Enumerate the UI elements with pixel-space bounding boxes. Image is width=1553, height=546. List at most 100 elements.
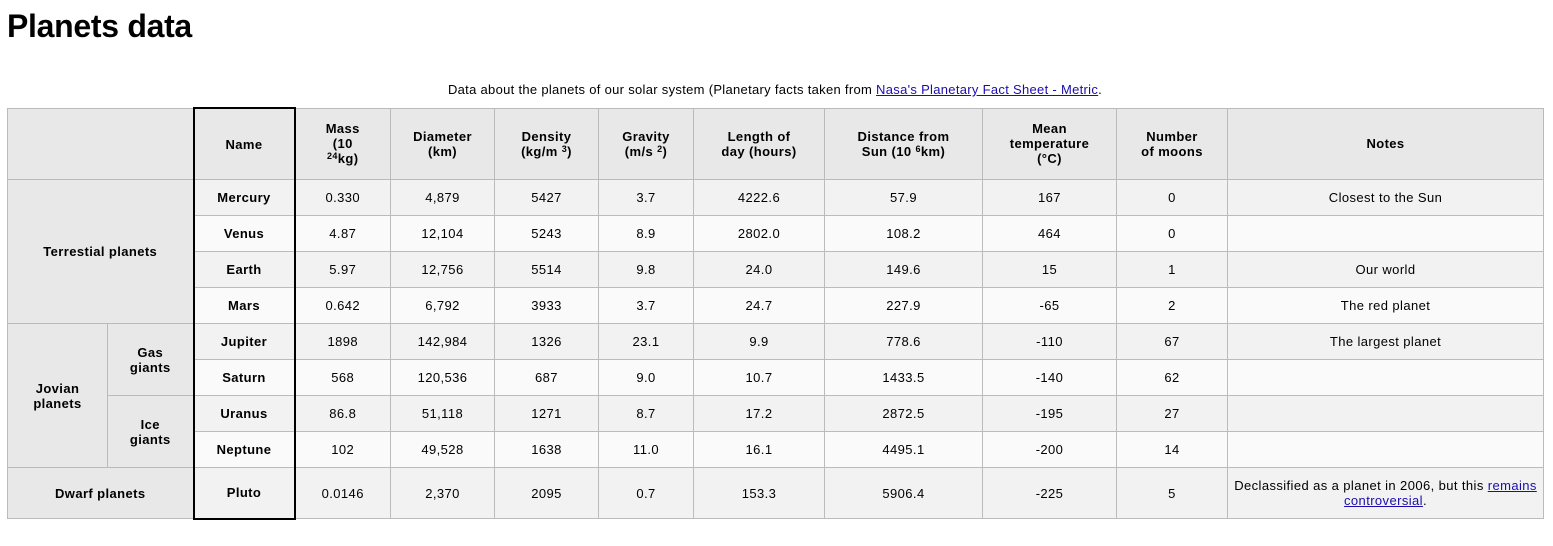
cell-gravity: 23.1 [598, 323, 694, 360]
cell-diameter: 51,118 [390, 395, 495, 432]
cell-day: 9.9 [693, 323, 825, 360]
planet-name: Saturn [192, 359, 296, 396]
cell-distance: 2872.5 [824, 395, 983, 432]
cell-notes: The red planet [1227, 287, 1544, 324]
table-row: Jovian planets Gas giants Jupiter 1898 142… [7, 323, 1544, 468]
cell-moons: 0 [1116, 215, 1228, 252]
header-distance: Distance from Sun (10 6km) [824, 107, 983, 180]
cell-moons: 62 [1116, 359, 1228, 396]
cell-gravity: 11.0 [598, 431, 694, 468]
cell-mass: 86.8 [294, 395, 391, 432]
planet-name: Earth [192, 251, 296, 288]
header-empty [7, 107, 194, 180]
cell-day: 24.0 [693, 251, 825, 288]
cell-moons: 2 [1116, 287, 1228, 324]
cell-notes: The largest planet [1227, 323, 1544, 360]
page-title: Planets data [7, 8, 192, 44]
cell-density: 3933 [494, 287, 599, 324]
cell-diameter: 6,792 [390, 287, 495, 324]
cell-gravity: 8.7 [598, 395, 694, 432]
cell-gravity: 0.7 [598, 467, 694, 519]
cell-notes [1227, 359, 1544, 396]
table-caption: Data about the planets of our solar syst… [7, 82, 1543, 97]
cell-mass: 0.0146 [294, 467, 391, 519]
cell-moons: 67 [1116, 323, 1228, 360]
planets-table: Name Mass (10 24kg) Diameter (km) Density (k… [7, 107, 1544, 520]
cell-distance: 57.9 [824, 179, 983, 216]
caption-text: Data about the planets of our solar syst… [447, 82, 877, 97]
cell-gravity: 9.8 [598, 251, 694, 288]
cell-mass: 5.97 [294, 251, 391, 288]
planet-name: Uranus [192, 395, 296, 432]
cell-day: 24.7 [693, 287, 825, 324]
header-row: Name Mass (10 24kg) Diameter (km) Density (k… [7, 107, 1544, 180]
cell-density: 1326 [494, 323, 599, 360]
cell-diameter: 120,536 [390, 359, 495, 396]
planet-name: Jupiter [192, 323, 296, 360]
cell-temp: -65 [982, 287, 1117, 324]
cell-diameter: 4,879 [390, 179, 495, 216]
cell-moons: 14 [1116, 431, 1228, 468]
cell-temp: -140 [982, 359, 1117, 396]
cell-mass: 1898 [294, 323, 391, 360]
cell-notes [1227, 431, 1544, 468]
cell-distance: 778.6 [824, 323, 983, 360]
header-gravity: Gravity (m/s 2) [598, 107, 694, 180]
cell-density: 5427 [494, 179, 599, 216]
cell-gravity: 3.7 [598, 287, 694, 324]
cell-notes: Our world [1227, 251, 1544, 288]
header-mass: Mass (10 24kg) [294, 107, 391, 180]
cell-temp: 15 [982, 251, 1117, 288]
header-density: Density (kg/m 3) [494, 107, 599, 180]
cell-diameter: 49,528 [390, 431, 495, 468]
planet-name: Neptune [192, 431, 296, 468]
nasa-fact-sheet-link[interactable]: Nasa's Planetary Fact Sheet - Metric [876, 82, 1099, 97]
table-row: Saturn 568 120,536 687 9.0 10.7 1433.5 -… [8, 359, 1544, 396]
table-row: Neptune 102 49,528 1638 11.0 16.1 4495.1… [8, 431, 1544, 468]
header-notes: Notes [1227, 107, 1544, 180]
cell-mass: 102 [294, 431, 391, 468]
cell-density: 1638 [494, 431, 599, 468]
group-terrestrial: Terrestial planets [7, 179, 194, 324]
cell-density: 687 [494, 359, 599, 396]
cell-gravity: 8.9 [598, 215, 694, 252]
cell-diameter: 2,370 [390, 467, 495, 519]
header-moons: Number of moons [1116, 107, 1228, 180]
table-row: Ice giants Uranus 86.8 51,118 1271 8.7 17… [8, 395, 1544, 468]
planet-name: Mars [192, 287, 296, 324]
cell-distance: 108.2 [824, 215, 983, 252]
cell-moons: 5 [1116, 467, 1228, 519]
cell-diameter: 12,756 [390, 251, 495, 288]
cell-gravity: 3.7 [598, 179, 694, 216]
cell-moons: 1 [1116, 251, 1228, 288]
group-gas-giants: Gas giants [107, 323, 194, 396]
cell-temp: 167 [982, 179, 1117, 216]
group-dwarf: Dwarf planets [7, 467, 194, 519]
cell-diameter: 142,984 [390, 323, 495, 360]
cell-distance: 149.6 [824, 251, 983, 288]
cell-day: 153.3 [693, 467, 825, 519]
header-temperature: Mean temperature (°C) [982, 107, 1117, 180]
cell-temp: 464 [982, 215, 1117, 252]
planet-name: Pluto [192, 467, 296, 520]
caption-end: . [1098, 82, 1103, 97]
table-row: Terrestial planets Mercury 0.330 4,879 5… [7, 179, 1544, 324]
cell-density: 1271 [494, 395, 599, 432]
table-row: Mars 0.642 6,792 3933 3.7 24.7 227.9 -65… [8, 287, 1544, 324]
table-row: Dwarf planets Pluto 0.0146 2,370 2095 0.… [7, 467, 1544, 520]
cell-temp: -200 [982, 431, 1117, 468]
group-ice-giants: Ice giants [107, 395, 194, 468]
cell-notes: Closest to the Sun [1227, 179, 1544, 216]
header-diameter: Diameter (km) [390, 107, 495, 180]
cell-mass: 4.87 [294, 215, 391, 252]
header-day-length: Length of day (hours) [693, 107, 825, 180]
cell-day: 17.2 [693, 395, 825, 432]
cell-moons: 27 [1116, 395, 1228, 432]
cell-day: 16.1 [693, 431, 825, 468]
cell-day: 4222.6 [693, 179, 825, 216]
cell-mass: 568 [294, 359, 391, 396]
cell-gravity: 9.0 [598, 359, 694, 396]
cell-distance: 227.9 [824, 287, 983, 324]
cell-notes [1227, 395, 1544, 432]
remains-controversial-link[interactable]: remains controversial [1344, 478, 1537, 508]
